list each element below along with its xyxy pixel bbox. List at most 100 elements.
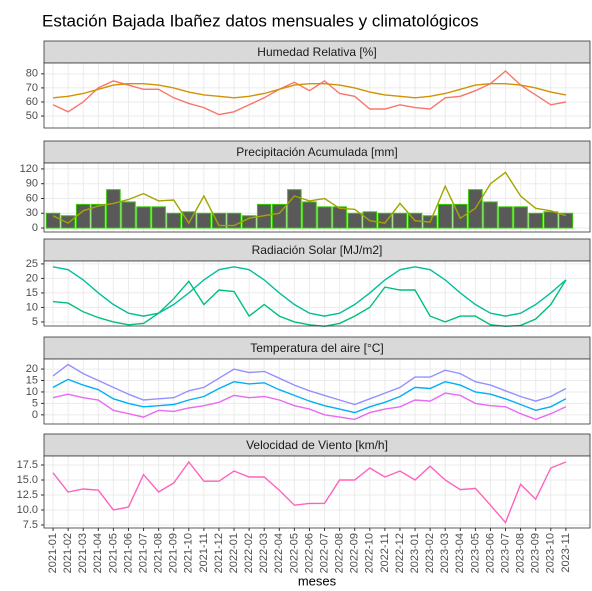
y-tick-label: 50 [26,110,38,122]
panel-border [43,455,591,529]
bar [166,212,182,229]
bar [45,212,61,229]
x-tick-label: 2023-07 [499,533,511,573]
y-tick-label: 20 [26,272,38,284]
x-tick-label: 2022-12 [394,533,406,573]
x-tick-label: 2023-03 [439,533,451,573]
bar [377,212,393,229]
bar [483,201,498,229]
x-tick-label: 2021-12 [213,533,225,573]
y-tick-label: 60 [26,96,38,108]
line [52,70,567,116]
line [52,363,567,406]
x-tick-label: 2021-08 [153,533,165,573]
strip-title: Radiación Solar [MJ/m2] [252,243,383,257]
x-tick-label: 2023-09 [530,533,542,573]
x-tick-label: 2023-08 [515,533,527,573]
y-tick-label: 10 [26,386,38,398]
y-tick-label: 70 [26,82,38,94]
line [52,171,567,227]
x-tick-label: 2023-01 [409,533,421,573]
y-tick-label: 10.0 [17,504,38,516]
x-tick-label: 2022-07 [318,533,330,573]
x-tick-label: 2022-06 [303,533,315,573]
line [52,460,567,524]
bar [332,206,347,229]
line [52,378,567,414]
bar [392,212,408,229]
y-tick-label: 0 [32,409,38,421]
bar [91,203,106,229]
y-tick-label: 30 [26,207,38,219]
strip-title: Temperatura del aire [°C] [250,341,384,355]
line [52,279,567,328]
x-tick-label: 2023-11 [560,533,572,573]
bar [437,203,453,229]
x-tick-label: 2023-02 [424,533,436,573]
x-tick-label: 2021-04 [92,533,104,573]
x-tick-label: 2023-10 [545,533,557,573]
x-tick-label: 2023-04 [454,533,466,573]
strip-title: Velocidad de Viento [km/h] [246,438,388,452]
line [52,392,567,421]
x-tick-label: 2023-05 [469,533,481,573]
y-tick-label: 60 [26,192,38,204]
strip-title: Precipitación Acumulada [mm] [236,145,397,159]
y-tick-label: 120 [20,163,38,175]
x-tick-label: 2022-04 [273,533,285,573]
x-tick-label: 2023-06 [484,533,496,573]
y-tick-label: 90 [26,178,38,190]
bar [513,206,528,229]
bar [211,212,227,229]
panel-border [43,358,591,425]
x-tick-label: 2022-03 [258,533,270,573]
x-tick-label: 2022-05 [288,533,300,573]
x-tick-label: 2021-02 [62,533,74,573]
y-tick-label: 5 [32,397,38,409]
line [52,266,567,317]
x-tick-label: 2022-09 [349,533,361,573]
x-tick-label: 2021-01 [47,533,59,573]
x-tick-label: 2021-09 [168,533,180,573]
y-tick-label: 17.5 [17,459,38,471]
x-tick-label: 2021-03 [77,533,89,573]
x-tick-label: 2021-10 [183,533,195,573]
y-tick-label: 20 [26,363,38,375]
y-tick-label: 5 [32,316,38,328]
y-tick-label: 0 [32,222,38,234]
chart-title: Estación Bajada Ibañez datos mensuales y… [42,11,479,30]
y-tick-label: 15 [26,287,38,299]
bar [75,203,91,229]
bar [136,206,151,229]
y-tick-label: 15 [26,374,38,386]
strip-title: Humedad Relativa [%] [257,45,376,59]
bar [106,189,121,229]
y-tick-label: 7.5 [23,519,38,531]
x-tick-label: 2021-06 [122,533,134,573]
x-tick-label: 2022-10 [364,533,376,573]
panel-border [43,62,591,129]
bar [302,201,317,229]
x-tick-label: 2021-11 [198,533,210,573]
bar [558,212,574,229]
bar [60,215,76,229]
y-tick-label: 15.0 [17,474,38,486]
y-tick-label: 80 [26,68,38,80]
x-axis-title: meses [298,573,337,588]
x-tick-label: 2022-01 [228,533,240,573]
x-tick-label: 2021-05 [107,533,119,573]
bar [347,212,362,229]
bar [317,206,332,229]
bar [528,212,543,229]
line [52,83,567,99]
panel-border [43,162,591,233]
x-tick-label: 2022-02 [243,533,255,573]
x-tick-label: 2022-11 [379,533,391,573]
bar [121,201,136,229]
y-tick-label: 25 [26,258,38,270]
bar [196,212,212,229]
x-tick-label: 2021-07 [137,533,149,573]
y-tick-label: 10 [26,301,38,313]
bar [543,211,559,229]
